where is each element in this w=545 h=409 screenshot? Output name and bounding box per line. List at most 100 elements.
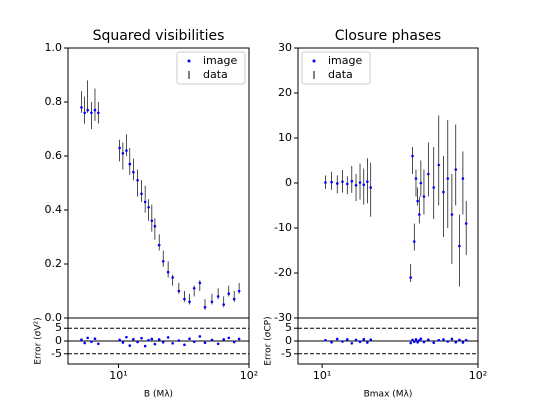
point: [442, 190, 445, 194]
point: [450, 213, 454, 216]
point: [461, 341, 465, 344]
x-tick-label: 10²: [240, 369, 258, 382]
point: [458, 244, 461, 248]
point: [464, 338, 468, 342]
point: [409, 276, 413, 279]
point: [335, 337, 339, 341]
point: [362, 183, 366, 187]
x-tick-label: 10¹: [313, 369, 331, 382]
point: [232, 297, 236, 301]
point: [140, 192, 143, 196]
point: [121, 152, 125, 155]
point: [83, 341, 86, 345]
point: [345, 338, 349, 341]
point: [161, 340, 165, 344]
point: [157, 338, 161, 341]
point: [188, 300, 191, 304]
y-tick-label: 0: [285, 176, 292, 189]
point: [183, 297, 186, 301]
point: [198, 335, 202, 338]
y-tick-label: 5: [285, 321, 292, 334]
point: [86, 336, 89, 340]
point: [177, 289, 181, 293]
point: [341, 180, 344, 183]
point: [80, 338, 83, 342]
point: [93, 108, 97, 112]
y-tick-label: -20: [274, 266, 292, 279]
point: [222, 338, 226, 341]
point: [93, 337, 97, 341]
point: [222, 303, 226, 306]
x-tick-label: 10¹: [109, 369, 127, 382]
point: [335, 182, 339, 185]
point: [422, 340, 426, 344]
point: [411, 338, 414, 342]
point: [86, 108, 89, 112]
point: [324, 338, 327, 342]
y-tick-label: -10: [274, 221, 292, 234]
point: [409, 341, 413, 345]
axes-frame: [67, 317, 250, 365]
point: [454, 168, 458, 171]
point: [237, 337, 241, 341]
point: [136, 179, 139, 182]
point: [437, 163, 441, 167]
point: [464, 222, 468, 225]
x-axis-label: B (Mλ): [144, 390, 173, 400]
chart-title: Squared visibilities: [93, 28, 225, 44]
point: [358, 340, 362, 344]
point: [450, 337, 454, 341]
point: [97, 342, 100, 346]
point: [330, 340, 333, 344]
point: [216, 342, 220, 346]
point: [414, 177, 418, 180]
point: [227, 336, 231, 340]
point: [354, 183, 358, 187]
point: [350, 342, 354, 345]
y-tick-label: 0.0: [45, 311, 63, 324]
point: [417, 339, 421, 342]
point: [171, 276, 174, 279]
point: [192, 287, 196, 290]
point: [157, 243, 161, 247]
point: [128, 344, 132, 347]
legend-label: image: [203, 54, 237, 67]
y-tick-label: 0: [55, 334, 62, 347]
point: [143, 344, 147, 348]
legend-label: image: [328, 54, 362, 67]
y-tick-label: 0.6: [45, 149, 63, 162]
point: [147, 338, 150, 342]
y-tick-label: -30: [274, 311, 292, 324]
point: [192, 340, 196, 344]
point: [132, 337, 135, 341]
point: [446, 340, 450, 343]
y-tick-label: 10: [278, 131, 292, 144]
y-tick-label: -5: [51, 347, 62, 360]
point: [83, 111, 86, 115]
point: [210, 338, 214, 342]
point: [412, 340, 416, 344]
point: [140, 336, 143, 340]
point: [362, 337, 366, 341]
point: [345, 182, 349, 186]
y-tick-label: 0.2: [45, 257, 63, 270]
point: [150, 337, 154, 341]
y-axis-label: Error (σV²): [34, 317, 44, 364]
point: [369, 338, 373, 342]
point: [366, 180, 369, 183]
point: [461, 177, 465, 180]
point: [422, 195, 426, 198]
point: [171, 342, 174, 345]
point: [147, 206, 150, 209]
y-tick-label: 30: [278, 41, 292, 54]
point: [80, 106, 83, 109]
y-tick-label: 5: [55, 321, 62, 334]
point: [198, 281, 202, 285]
point: [446, 177, 450, 180]
point: [412, 240, 416, 243]
y-tick-label: 0.8: [45, 95, 63, 108]
point: [427, 172, 430, 176]
x-tick-label: 10²: [469, 369, 487, 382]
point: [237, 289, 241, 293]
